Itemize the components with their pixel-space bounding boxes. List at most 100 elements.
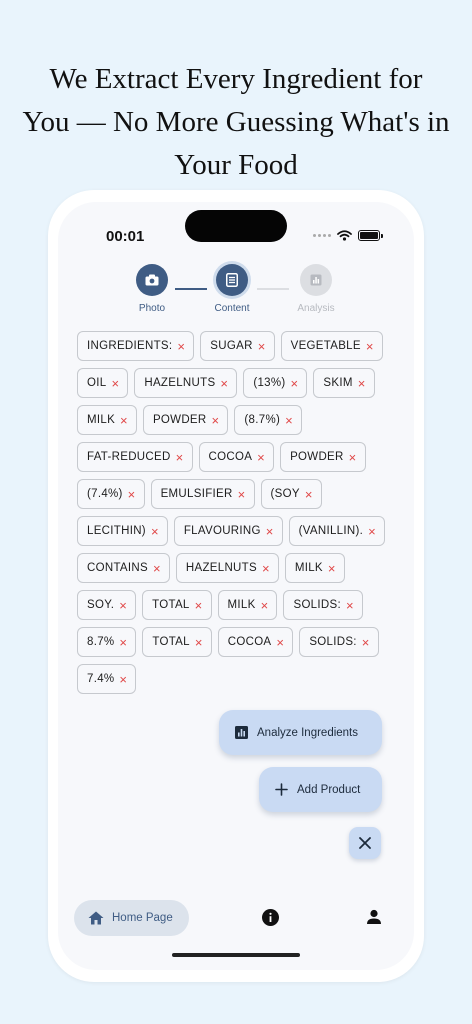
remove-chip-icon[interactable]: × [152,560,161,576]
remove-chip-icon[interactable]: × [260,597,269,613]
remove-chip-icon[interactable]: × [285,412,293,428]
ingredient-chip-label: SKIM [323,377,353,389]
ingredient-chip-label: EMULSIFIER [160,488,233,500]
ingredient-chip[interactable]: (SOY × [260,479,322,509]
remove-chip-icon[interactable]: × [304,486,313,502]
ingredient-chip-label: (VANILLIN). [298,525,364,537]
headline-line-3: Your Food [174,149,298,181]
remove-chip-icon[interactable]: × [175,449,184,465]
step-analysis-icon[interactable] [300,264,332,296]
ingredient-chip[interactable]: LECITHIN) × [77,516,168,546]
chart-icon [310,274,322,286]
status-icons [313,230,383,241]
ingredient-chip[interactable]: FLAVOURING × [173,516,283,546]
step-connector-2 [257,288,289,290]
ingredient-chip[interactable]: SKIM × [313,368,375,398]
ingredient-chip[interactable]: VEGETABLE × [280,331,383,361]
ingredient-chip[interactable]: EMULSIFIER × [150,479,255,509]
remove-chip-icon[interactable]: × [265,523,274,539]
ingredient-chip[interactable]: MILK × [217,590,278,620]
camera-icon [145,274,159,286]
remove-chip-icon[interactable]: × [237,486,246,502]
remove-chip-icon[interactable]: × [368,523,377,539]
ingredient-chip-label: HAZELNUTS [185,562,257,574]
ingredient-chip[interactable]: MILK × [284,553,345,583]
bar-chart-icon [235,726,248,739]
nav-home-label: Home Page [112,912,173,924]
ingredient-chip[interactable]: HAZELNUTS × [175,553,279,583]
remove-chip-icon[interactable]: × [220,375,229,391]
ingredient-chip[interactable]: COCOA × [217,627,294,657]
remove-chip-icon[interactable]: × [127,486,136,502]
remove-chip-icon[interactable]: × [111,375,120,391]
remove-chip-icon[interactable]: × [194,634,203,650]
ingredient-chip[interactable]: INGREDIENTS: × [77,331,195,361]
analyze-ingredients-label: Analyze Ingredients [257,726,359,739]
ingredient-chip-label: VEGETABLE [290,340,361,352]
ingredient-chip[interactable]: OIL × [77,368,129,398]
step-content-icon[interactable] [216,264,248,296]
remove-chip-icon[interactable]: × [119,671,128,687]
remove-chip-icon[interactable]: × [257,449,266,465]
remove-chip-icon[interactable]: × [194,597,203,613]
ingredient-chip[interactable]: (7.4%) × [77,479,145,509]
remove-chip-icon[interactable]: × [357,375,366,391]
step-photo-icon[interactable] [136,264,168,296]
nav-home-page[interactable]: Home Page [74,900,189,936]
remove-chip-icon[interactable]: × [365,338,374,354]
ingredient-chip[interactable]: POWDER × [280,442,366,472]
ingredient-chip[interactable]: CONTAINS × [77,553,170,583]
remove-chip-icon[interactable]: × [361,634,370,650]
ingredient-chip-label: (SOY [270,488,300,500]
remove-chip-icon[interactable]: × [120,412,128,428]
remove-chip-icon[interactable]: × [119,634,128,650]
ingredient-chip-label: TOTAL [152,599,190,611]
close-fab-button[interactable] [349,827,381,859]
ingredient-chip-label: (8.7%) [244,414,281,426]
ingredient-chip[interactable]: POWDER × [142,405,229,435]
phone-screen: 00:01 [58,202,414,970]
nav-info-button[interactable] [262,909,279,931]
remove-chip-icon[interactable]: × [119,597,128,613]
ingredient-chip-label: MILK [294,562,323,574]
ingredient-chip[interactable]: (8.7%) × [234,405,302,435]
ingredient-chip[interactable]: TOTAL × [142,627,212,657]
ingredient-chip[interactable]: HAZELNUTS × [134,368,238,398]
ingredient-chip[interactable]: FAT-REDUCED × [77,442,193,472]
remove-chip-icon[interactable]: × [150,523,159,539]
analyze-ingredients-button[interactable]: Analyze Ingredients [219,710,382,755]
add-product-button[interactable]: Add Product [259,767,382,812]
ingredient-chip-label: SOLIDS: [309,636,357,648]
ingredient-chip-label: SOLIDS: [293,599,341,611]
remove-chip-icon[interactable]: × [348,449,357,465]
ingredient-chip[interactable]: COCOA × [198,442,275,472]
remove-chip-icon[interactable]: × [276,634,285,650]
ingredient-chip[interactable]: TOTAL × [142,590,212,620]
ingredient-chip-label: COCOA [208,451,253,463]
step-connector-1 [175,288,207,290]
ingredient-chip-label: POWDER [152,414,207,426]
ingredient-chip[interactable]: (VANILLIN). × [288,516,386,546]
remove-chip-icon[interactable]: × [177,338,186,354]
remove-chip-icon[interactable]: × [345,597,354,613]
ingredient-chip[interactable]: SOLIDS: × [299,627,379,657]
ingredient-chip[interactable]: MILK × [77,405,137,435]
ingredient-chip[interactable]: (13%) × [243,368,308,398]
ingredient-chip-label: SUGAR [210,340,253,352]
phone-frame: 00:01 [48,190,424,982]
remove-chip-icon[interactable]: × [261,560,270,576]
wifi-icon [337,230,352,241]
step-label-analysis: Analysis [297,303,335,314]
ingredient-chip[interactable]: SUGAR × [200,331,275,361]
ingredient-chip[interactable]: SOLIDS: × [283,590,363,620]
nav-profile-button[interactable] [366,909,382,930]
ingredient-chip[interactable]: 8.7% × [77,627,137,657]
home-indicator [172,953,300,957]
headline: We Extract Every Ingredient for You — No… [0,58,472,187]
ingredient-chip[interactable]: SOY. × [77,590,137,620]
remove-chip-icon[interactable]: × [257,338,266,354]
remove-chip-icon[interactable]: × [211,412,220,428]
ingredient-chip[interactable]: 7.4% × [77,664,137,694]
remove-chip-icon[interactable]: × [290,375,299,391]
remove-chip-icon[interactable]: × [327,560,336,576]
